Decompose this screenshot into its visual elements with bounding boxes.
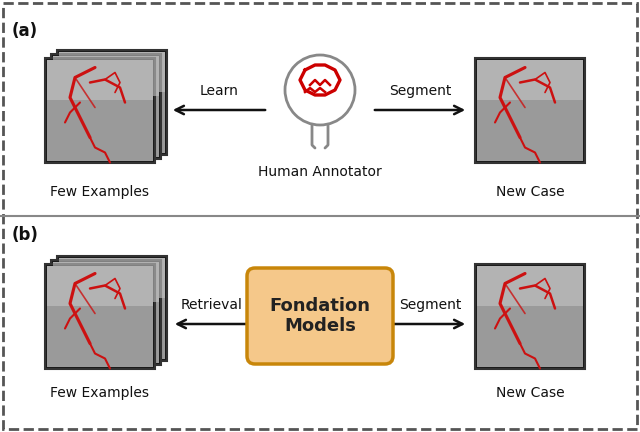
FancyBboxPatch shape xyxy=(477,60,583,100)
FancyBboxPatch shape xyxy=(45,57,155,162)
FancyBboxPatch shape xyxy=(59,257,165,359)
FancyBboxPatch shape xyxy=(57,255,167,360)
FancyBboxPatch shape xyxy=(45,264,155,368)
Text: Fondation
Models: Fondation Models xyxy=(269,297,371,335)
FancyBboxPatch shape xyxy=(47,60,153,100)
Text: (a): (a) xyxy=(12,22,38,40)
Text: Segment: Segment xyxy=(389,84,451,98)
FancyBboxPatch shape xyxy=(47,266,153,306)
FancyBboxPatch shape xyxy=(59,51,165,152)
Text: New Case: New Case xyxy=(496,386,564,400)
Text: New Case: New Case xyxy=(496,185,564,199)
FancyBboxPatch shape xyxy=(477,266,583,306)
FancyBboxPatch shape xyxy=(475,57,585,162)
Text: Human Annotator: Human Annotator xyxy=(258,165,382,179)
FancyBboxPatch shape xyxy=(59,51,165,92)
Text: Few Examples: Few Examples xyxy=(51,185,150,199)
FancyBboxPatch shape xyxy=(53,261,159,302)
FancyBboxPatch shape xyxy=(477,266,583,366)
Text: Segment: Segment xyxy=(399,298,461,312)
Text: Learn: Learn xyxy=(200,84,239,98)
Text: Retrieval: Retrieval xyxy=(181,298,243,312)
FancyBboxPatch shape xyxy=(247,268,393,364)
FancyBboxPatch shape xyxy=(475,264,585,368)
FancyBboxPatch shape xyxy=(53,261,159,362)
FancyBboxPatch shape xyxy=(53,55,159,156)
FancyBboxPatch shape xyxy=(57,50,167,155)
FancyBboxPatch shape xyxy=(47,60,153,161)
Text: (b): (b) xyxy=(12,226,39,244)
Text: Few Examples: Few Examples xyxy=(51,386,150,400)
FancyBboxPatch shape xyxy=(51,54,161,159)
FancyBboxPatch shape xyxy=(477,60,583,161)
FancyBboxPatch shape xyxy=(59,257,165,298)
FancyBboxPatch shape xyxy=(53,55,159,96)
FancyBboxPatch shape xyxy=(51,260,161,365)
FancyBboxPatch shape xyxy=(47,266,153,366)
